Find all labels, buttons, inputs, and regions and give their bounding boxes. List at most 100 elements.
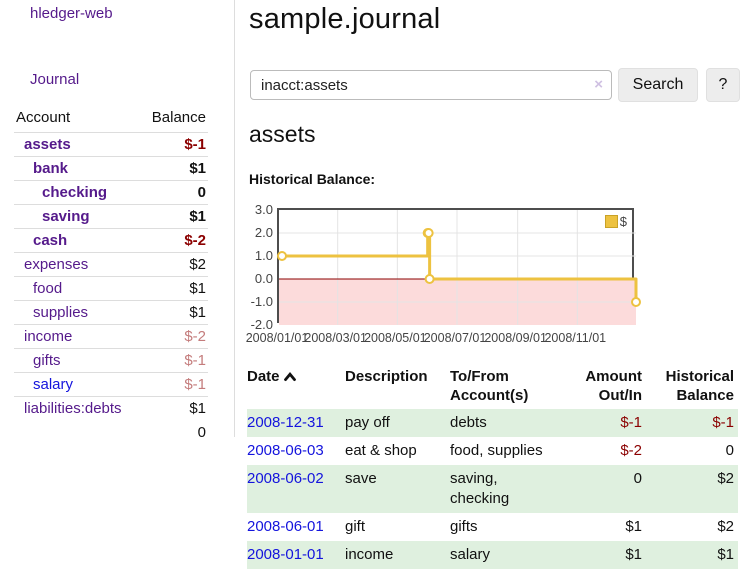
x-axis-tick: 2008/09/01	[484, 331, 547, 345]
transaction-balance: $2	[717, 518, 734, 535]
legend-label: $	[619, 214, 627, 229]
transaction-date-link[interactable]: 2008-01-01	[247, 546, 324, 563]
account-row: bank $1	[14, 156, 208, 181]
accounts-total-spacer	[14, 421, 141, 445]
search-button[interactable]: Search	[618, 68, 698, 102]
account-balance: $-1	[140, 348, 208, 373]
transaction-amount: $1	[625, 518, 642, 535]
register-header-date[interactable]: Date	[247, 362, 345, 409]
help-button[interactable]: ?	[706, 68, 740, 102]
transaction-balance: $1	[717, 546, 734, 563]
clear-search-icon[interactable]: ×	[594, 76, 603, 93]
accounts-header-balance: Balance	[140, 104, 208, 133]
x-axis-tick: 2008/01/01	[245, 331, 309, 345]
account-link[interactable]: checking	[42, 184, 108, 201]
register-header-balance: Historical Balance	[665, 368, 734, 404]
legend-swatch-icon	[604, 215, 618, 228]
sidebar-item-journal[interactable]: Journal	[30, 71, 80, 88]
register-header-description: Description	[345, 368, 428, 385]
account-row: expenses $2	[14, 252, 208, 277]
account-row: income $-2	[14, 324, 208, 349]
transaction-row: 2008-01-01 income salary $1 $1	[247, 541, 738, 569]
transaction-accounts: saving, checking	[450, 470, 510, 507]
x-axis-tick: 2008/11/01	[544, 331, 607, 345]
account-row: supplies $1	[14, 300, 208, 325]
sidebar: hledger-web Journal Account Balance asse…	[0, 0, 235, 441]
transaction-balance: $2	[717, 470, 734, 487]
account-link[interactable]: income	[24, 328, 73, 345]
transaction-description: save	[345, 470, 377, 487]
chart-legend: $	[602, 213, 629, 230]
account-link[interactable]: salary	[33, 376, 74, 393]
account-row: liabilities:debts $1	[14, 396, 208, 421]
y-axis-tick: -2.0	[250, 317, 273, 332]
account-balance: $1	[140, 300, 208, 325]
transaction-description: income	[345, 546, 394, 563]
account-heading: assets	[249, 121, 316, 147]
account-link[interactable]: liabilities:debts	[24, 400, 122, 418]
app-title-link[interactable]: hledger-web	[30, 5, 113, 22]
account-balance: $1	[140, 396, 208, 421]
chart-title: Historical Balance:	[249, 171, 376, 187]
transaction-description: pay off	[345, 414, 390, 431]
account-balance: $1	[140, 276, 208, 301]
transaction-date-link[interactable]: 2008-12-31	[247, 414, 324, 431]
transaction-accounts: debts	[450, 414, 487, 431]
account-balance: 0	[140, 180, 208, 205]
account-balance: $-2	[140, 324, 208, 349]
transaction-row: 2008-06-02 save saving, checking 0 $2	[247, 465, 738, 513]
transaction-row: 2008-06-01 gift gifts $1 $2	[247, 513, 738, 541]
account-link[interactable]: food	[33, 280, 63, 297]
x-axis-tick: 2008/03/01	[304, 331, 367, 345]
account-row: gifts $-1	[14, 348, 208, 373]
chart-y-axis: 3.0 2.0 1.0 0.0 -1.0 -2.0	[247, 202, 273, 332]
account-row: checking 0	[14, 180, 208, 205]
transaction-balance: $-1	[712, 414, 734, 431]
account-row: salary $-1	[14, 372, 208, 397]
register-table: Date Description To/From Account(s) Amou…	[247, 362, 738, 569]
register-header-accounts: To/From Account(s)	[450, 368, 529, 404]
account-link[interactable]: expenses	[24, 256, 89, 273]
register-header-date-label: Date	[247, 368, 280, 385]
account-balance: $-1	[140, 372, 208, 397]
historical-balance-chart: 3.0 2.0 1.0 0.0 -1.0 -2.0 $ 2008/01/01 2008/03…	[246, 202, 738, 358]
search-form: × Search ?	[247, 68, 740, 102]
transaction-description: gift	[345, 518, 366, 535]
transaction-amount: $1	[625, 546, 642, 563]
page-title: sample.journal	[249, 3, 441, 35]
search-input[interactable]	[250, 70, 612, 100]
account-link[interactable]: gifts	[33, 352, 61, 369]
transaction-amount: $-2	[620, 442, 642, 459]
accounts-total-value: 0	[197, 424, 206, 441]
transaction-balance: 0	[725, 442, 734, 459]
account-balance: $2	[140, 252, 208, 277]
x-axis-tick: 2008/07/01	[423, 331, 487, 345]
account-row: food $1	[14, 276, 208, 301]
transaction-amount: 0	[633, 470, 642, 487]
transaction-amount: $-1	[620, 414, 642, 431]
account-link[interactable]: supplies	[33, 304, 89, 321]
account-row: assets $-1	[14, 133, 208, 157]
account-link[interactable]: saving	[42, 208, 90, 225]
main-content: sample.journal × Search ? assets Histori…	[246, 0, 740, 582]
x-axis-tick: 2008/05/01	[364, 331, 427, 345]
transaction-date-link[interactable]: 2008-06-03	[247, 442, 324, 459]
transaction-accounts: food, supplies	[450, 442, 543, 459]
transaction-date-link[interactable]: 2008-06-02	[247, 470, 324, 487]
y-axis-tick: 2.0	[254, 225, 273, 240]
transaction-description: eat & shop	[345, 442, 417, 459]
transaction-row: 2008-12-31 pay off debts $-1 $-1	[247, 409, 738, 437]
account-row: saving $1	[14, 204, 208, 229]
transaction-accounts: gifts	[450, 518, 478, 535]
account-balance: $1	[140, 204, 208, 229]
account-balance: $-2	[140, 228, 208, 253]
account-link[interactable]: assets	[24, 136, 71, 153]
chart-canvas	[277, 210, 641, 325]
account-row: cash $-2	[14, 228, 208, 253]
transaction-date-link[interactable]: 2008-06-01	[247, 518, 324, 535]
account-link[interactable]: cash	[33, 232, 68, 249]
y-axis-tick: 0.0	[254, 271, 273, 286]
chart-plot-area: $	[277, 208, 641, 325]
account-link[interactable]: bank	[33, 160, 69, 177]
chart-x-axis: 2008/01/01 2008/03/01 2008/05/01 2008/07/01…	[246, 331, 738, 347]
